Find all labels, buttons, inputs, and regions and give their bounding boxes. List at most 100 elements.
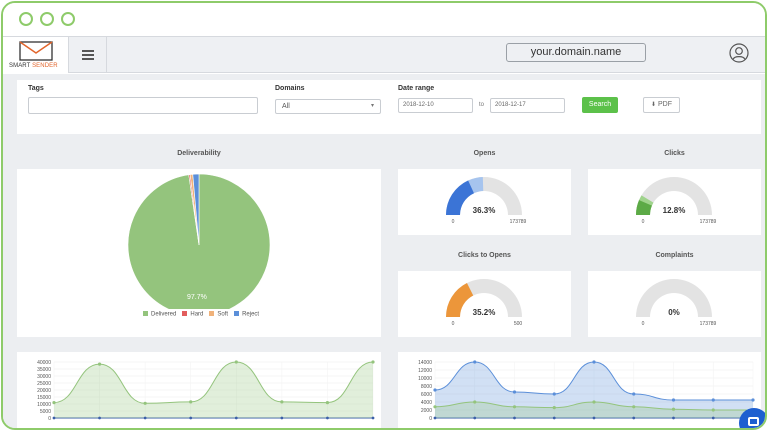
data-point <box>592 400 596 404</box>
tags-label: Tags <box>28 85 44 92</box>
gauge-min-label: 0 <box>642 321 645 327</box>
area-chart-right: 0 2000 4000 6000 8000 10000 12000 14000 <box>418 360 755 422</box>
download-icon: ⬇ <box>651 102 657 108</box>
x-tick-marker <box>189 416 193 420</box>
y-tick-label: 10000 <box>37 402 51 408</box>
window-titlebar <box>3 3 765 36</box>
gauge-card-clicks-to-opens: 35.2% 0 500 <box>398 271 571 337</box>
x-tick-marker <box>234 416 238 420</box>
y-tick-label: 40000 <box>37 360 51 366</box>
y-tick-label: 30000 <box>37 374 51 380</box>
data-point <box>52 401 56 405</box>
gauge-max-label: 173789 <box>700 219 717 225</box>
clicks-to-opens-gauge: 35.2% 0 500 <box>446 279 522 327</box>
gauge-title-clicks: Clicks <box>664 150 685 157</box>
chat-icon <box>748 417 759 426</box>
series-area <box>54 362 373 418</box>
window-control-dot[interactable] <box>40 12 54 26</box>
hamburger-icon <box>82 54 94 56</box>
data-point <box>711 408 715 412</box>
area-chart-card-right: 0 2000 4000 6000 8000 10000 12000 14000 <box>398 352 761 428</box>
domains-selected-value: All <box>282 103 290 110</box>
pie-center-label: 97.7% <box>187 294 207 301</box>
y-tick-label: 2000 <box>421 408 432 414</box>
y-tick-label: 14000 <box>418 360 432 366</box>
x-tick-marker <box>143 416 147 420</box>
gauge-value-label: 0% <box>668 308 680 317</box>
gauge-value-label: 36.3% <box>473 206 496 215</box>
search-button[interactable]: Search <box>582 97 618 113</box>
date-from-input[interactable]: 2018-12-10 <box>398 98 473 113</box>
x-tick-marker <box>592 416 596 420</box>
hamburger-icon <box>82 58 94 60</box>
gauge-title-complaints: Complaints <box>655 252 694 259</box>
gauge-track <box>636 279 712 317</box>
y-tick-label: 8000 <box>421 384 432 390</box>
x-tick-marker <box>711 416 715 420</box>
legend-swatch <box>182 311 188 316</box>
brand-name-part1: SMART <box>9 63 31 69</box>
window-control-dot[interactable] <box>19 12 33 26</box>
gauge-min-label: 0 <box>452 321 455 327</box>
y-tick-label: 4000 <box>421 400 432 406</box>
data-point <box>671 398 676 402</box>
y-tick-label: 0 <box>48 416 51 422</box>
app-logo[interactable]: SMART SENDER <box>3 37 69 73</box>
filter-bar: Tags Domains All ▾ Date range 2018-12-10… <box>17 80 761 134</box>
gauge-min-label: 0 <box>452 219 455 225</box>
domains-select[interactable]: All ▾ <box>275 99 381 114</box>
series-area <box>435 402 753 418</box>
x-tick-marker <box>473 416 477 420</box>
tags-input[interactable] <box>28 97 258 114</box>
hamburger-icon <box>82 50 94 52</box>
gauge-max-label: 173789 <box>700 321 717 327</box>
data-point <box>632 392 636 396</box>
brand-name-part2: SENDER <box>32 63 58 69</box>
x-tick-marker <box>326 416 329 420</box>
data-point <box>280 400 284 404</box>
x-tick-marker <box>552 416 556 420</box>
deliverability-pie-chart <box>127 173 271 309</box>
window-control-dot[interactable] <box>61 12 75 26</box>
complaints-gauge: 0% 0 173789 <box>636 279 717 327</box>
y-tick-label: 20000 <box>37 388 51 394</box>
data-point <box>371 360 375 364</box>
date-to-separator: to <box>479 102 485 108</box>
clicks-gauge: 12.8% 0 173789 <box>636 177 717 225</box>
series-line <box>53 361 374 404</box>
gauge-value-label: 35.2% <box>473 308 496 317</box>
legend-label: Hard <box>190 311 204 318</box>
legend-label: Delivered <box>151 311 177 318</box>
date-range-label: Date range <box>398 85 435 92</box>
x-tick-marker <box>513 416 516 420</box>
gauge-card-complaints: 0% 0 173789 <box>588 271 761 337</box>
legend-swatch <box>234 311 240 316</box>
y-tick-label: 25000 <box>37 381 51 387</box>
legend-swatch <box>143 311 148 316</box>
user-profile-icon[interactable] <box>729 43 749 63</box>
data-point <box>433 405 437 409</box>
y-tick-label: 35000 <box>37 367 51 373</box>
y-tick-label: 15000 <box>37 395 51 401</box>
x-tick-marker <box>371 416 375 420</box>
x-tick-marker <box>98 416 101 420</box>
menu-toggle-button[interactable] <box>69 37 107 73</box>
y-tick-label: 6000 <box>421 392 432 398</box>
gauge-fill <box>446 180 474 215</box>
gauge-min-label: 0 <box>642 219 645 225</box>
date-to-input[interactable]: 2018-12-17 <box>490 98 565 113</box>
data-point <box>234 360 238 364</box>
pdf-export-button[interactable]: ⬇ PDF <box>643 97 680 113</box>
chat-support-button[interactable] <box>739 408 765 428</box>
pdf-label: PDF <box>657 101 672 108</box>
gauge-card-opens: 36.3% 0 173789 <box>398 169 571 235</box>
app-topbar: SMART SENDER your.domain.name <box>3 36 765 73</box>
gauge-track <box>636 177 712 215</box>
domain-selector[interactable]: your.domain.name <box>506 43 646 62</box>
deliverability-card: 97.7% Delivered Hard Soft Reject <box>17 169 381 337</box>
data-point <box>552 406 556 410</box>
y-tick-label: 5000 <box>40 409 51 415</box>
legend-label: Reject <box>242 311 260 318</box>
